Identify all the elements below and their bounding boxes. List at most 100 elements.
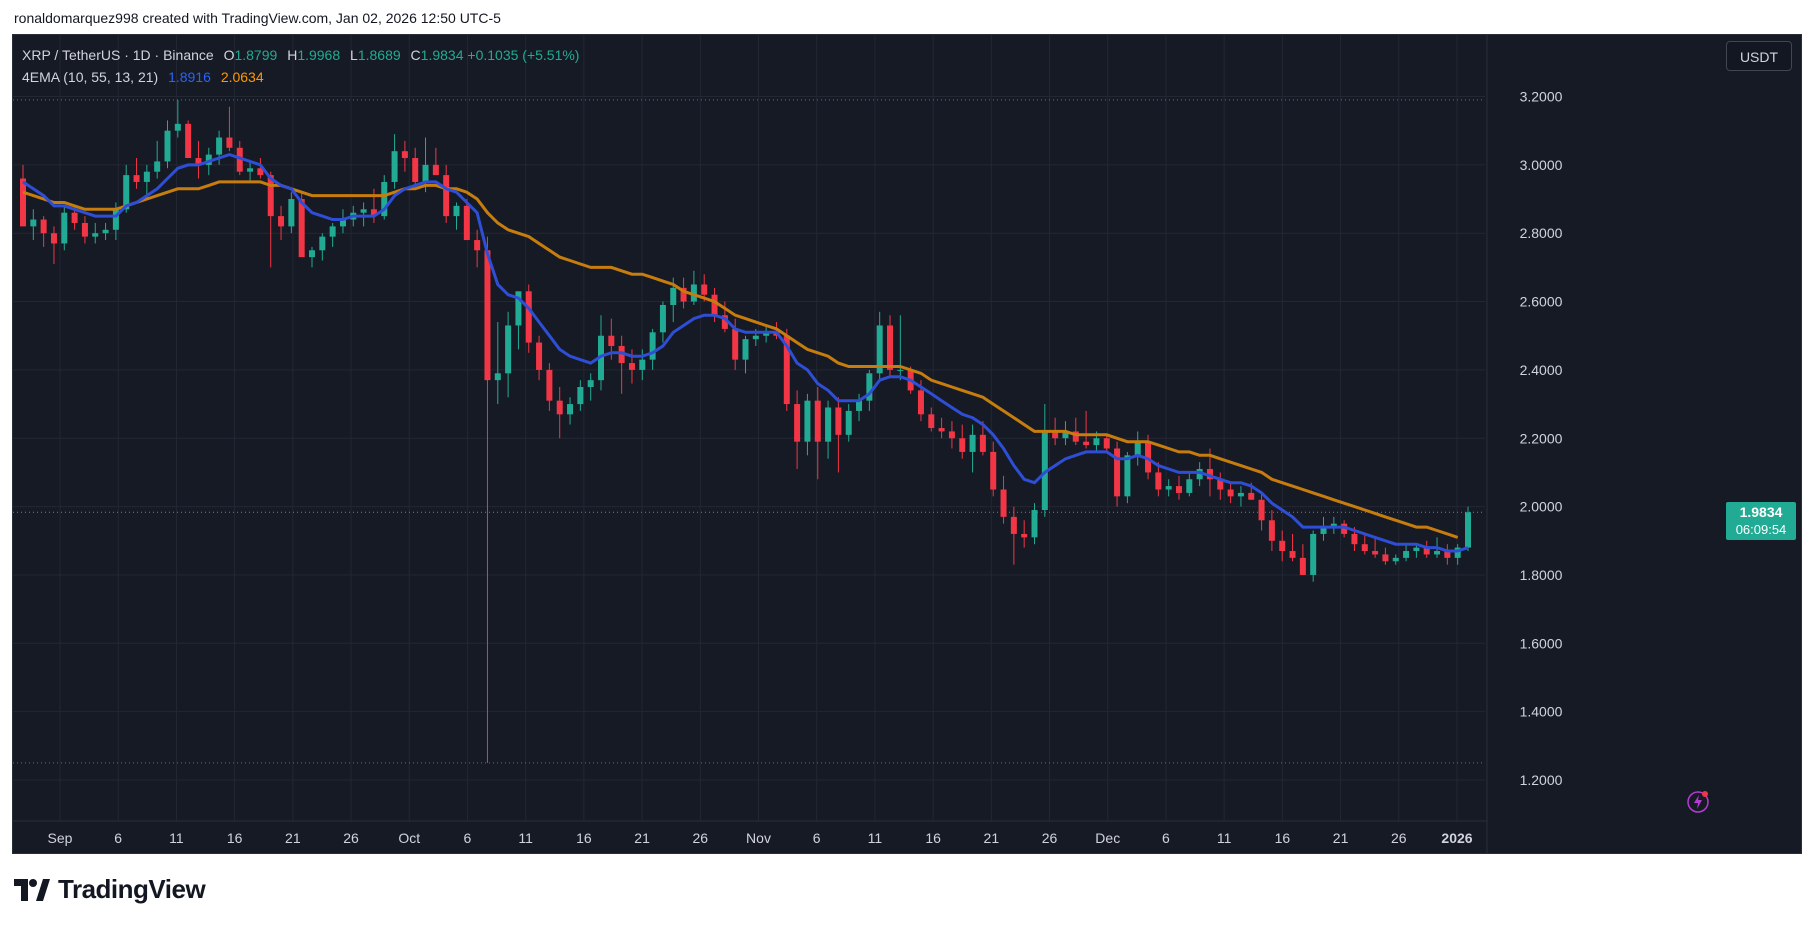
candle-body	[1062, 431, 1069, 439]
candle-body	[267, 175, 274, 217]
ema-slow-line	[22, 180, 1459, 539]
x-tick-label: Oct	[398, 830, 420, 846]
candle-body	[20, 178, 26, 227]
x-tick-label: 11	[518, 830, 533, 846]
x-tick-label: Dec	[1095, 830, 1120, 846]
y-tick-label: 2.2000	[1520, 430, 1563, 446]
candle-body	[763, 332, 770, 336]
candle-body	[154, 161, 161, 172]
candle-body	[1145, 441, 1152, 473]
candle-body	[247, 168, 254, 172]
candle-body	[484, 250, 491, 381]
x-tick-label: 6	[464, 830, 472, 846]
candle-body	[701, 284, 708, 295]
candle-body	[339, 219, 346, 227]
candle-body	[50, 233, 57, 244]
candle-body	[1196, 469, 1203, 480]
candle-body	[1103, 438, 1110, 449]
candle-body	[587, 380, 594, 387]
candle-body	[40, 219, 47, 234]
y-tick-label: 1.4000	[1520, 704, 1563, 720]
candlestick-chart[interactable]: 3.2000 3.0000 2.8000 2.6000 2.4000 2.2000 2.00…	[13, 35, 1801, 853]
candle-body	[752, 335, 759, 340]
candle-body	[309, 250, 315, 258]
candle-body	[1330, 523, 1337, 528]
candle-body	[298, 199, 305, 258]
indicator-label[interactable]: 4EMA (10, 55, 13, 21)	[22, 69, 159, 85]
candle-body	[1403, 551, 1410, 558]
candle-body	[92, 233, 99, 237]
x-tick-label: Sep	[48, 830, 73, 846]
x-tick-label: 11	[169, 830, 184, 846]
candle-body	[711, 294, 718, 316]
open-label: O	[223, 47, 235, 63]
candle-body	[226, 137, 233, 148]
high-value: 1.9968	[297, 47, 341, 63]
candle-body	[61, 212, 68, 244]
candle-body	[1010, 516, 1017, 534]
candle-body	[1454, 547, 1461, 558]
candle-body	[1093, 438, 1100, 446]
ema-fast-value: 1.8916	[168, 69, 211, 85]
x-tick-label: 6	[813, 830, 821, 846]
candle-body	[546, 369, 553, 401]
chart-panel[interactable]: 3.2000 3.0000 2.8000 2.6000 2.4000 2.2000 2.00…	[12, 34, 1802, 854]
candle-body	[1289, 551, 1296, 558]
candle-body	[1155, 472, 1162, 490]
candle-body	[1413, 547, 1420, 552]
candle-body	[1423, 547, 1430, 555]
candle-body	[185, 123, 192, 159]
candle-body	[804, 400, 811, 442]
flash-icon[interactable]	[1686, 790, 1710, 814]
candle-body	[825, 407, 832, 442]
candle-body	[195, 158, 202, 165]
candle-body	[1279, 540, 1286, 552]
tradingview-wordmark: TradingView	[58, 874, 206, 904]
bar-countdown: 06:09:54	[1735, 522, 1787, 537]
y-tick-label: 1.6000	[1520, 635, 1563, 651]
candle-body	[928, 414, 935, 428]
x-tick-label: 16	[227, 830, 243, 846]
candle-body	[876, 325, 883, 374]
y-tick-label: 3.2000	[1520, 89, 1563, 105]
symbol-label[interactable]: XRP / TetherUS · 1D · Binance	[22, 47, 214, 63]
candle-body	[938, 428, 945, 432]
x-tick-label: 16	[925, 830, 941, 846]
candle-body	[959, 438, 966, 452]
candle-body	[257, 168, 264, 176]
x-tick-label: 16	[1275, 830, 1291, 846]
y-tick-label: 3.0000	[1520, 157, 1563, 173]
candle-body	[453, 205, 460, 217]
x-tick-label: 21	[1333, 830, 1349, 846]
candle-body	[443, 175, 450, 217]
candle-body	[1351, 533, 1358, 545]
candle-body	[432, 164, 439, 176]
candle-body	[525, 291, 532, 343]
y-tick-label: 1.2000	[1520, 772, 1563, 788]
close-value: 1.9834	[420, 47, 464, 63]
candle-body	[123, 175, 130, 210]
candle-body	[515, 291, 522, 326]
tradingview-logo[interactable]: TradingView	[14, 874, 206, 905]
candle-body	[1021, 533, 1028, 538]
x-tick-label: 11	[868, 830, 883, 846]
candle-body	[1000, 489, 1007, 517]
x-tick-label: 16	[576, 830, 592, 846]
candle-body	[236, 147, 243, 172]
x-tick-label: 21	[984, 830, 1000, 846]
candle-body	[856, 400, 863, 411]
y-tick-label: 1.8000	[1520, 567, 1563, 583]
candle-body	[649, 332, 656, 360]
candle-body	[1031, 510, 1038, 538]
candle-body	[690, 284, 697, 302]
candle-body	[1206, 469, 1213, 480]
currency-button[interactable]: USDT	[1726, 41, 1792, 71]
candle-body	[835, 407, 842, 435]
candle-body	[1237, 492, 1244, 497]
candle-body	[1165, 486, 1172, 490]
candle-body	[370, 209, 377, 217]
candle-body	[659, 304, 666, 333]
x-tick-label: 26	[693, 830, 709, 846]
candle-body	[567, 404, 574, 415]
candle-body	[391, 151, 398, 182]
